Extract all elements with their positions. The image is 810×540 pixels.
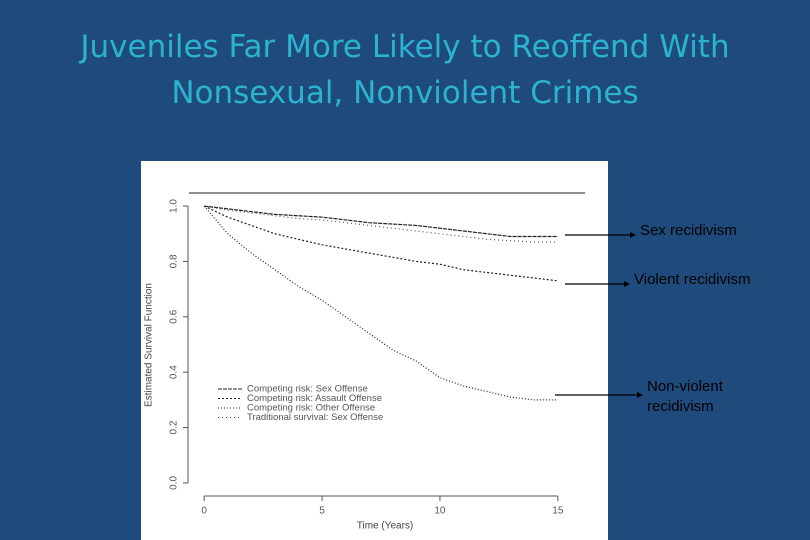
x-axis-label: Time (Years) [357, 521, 414, 532]
x-tick-label: 5 [319, 506, 325, 517]
annotation-text: Non-violent [647, 378, 724, 395]
legend-label: Traditional survival: Sex Offense [247, 412, 383, 423]
y-tick-label: 0.6 [169, 309, 180, 323]
arrow-head [637, 392, 643, 398]
y-tick-label: 0.0 [169, 476, 180, 490]
legend-label: Competing risk: Sex Offense [247, 384, 368, 395]
arrow-head [630, 232, 636, 238]
series-line [204, 205, 558, 243]
y-tick-label: 0.4 [169, 365, 180, 379]
y-axis-label: Estimated Survival Function [144, 283, 155, 407]
y-tick-label: 0.2 [169, 420, 180, 434]
legend-label: Competing risk: Assault Offense [247, 393, 382, 404]
arrow-head [624, 281, 630, 287]
annotation-text: Sex recidivism [640, 222, 737, 239]
x-tick-label: 0 [201, 506, 207, 517]
slide-title: Juveniles Far More Likely to Reoffend Wi… [80, 29, 730, 111]
annotation-text: Violent recidivism [634, 271, 750, 288]
series-line [203, 205, 558, 401]
x-tick-label: 10 [434, 506, 446, 517]
annotation-text: recidivism [647, 398, 714, 415]
series-line [204, 205, 558, 238]
chart-background [141, 161, 608, 540]
legend-label: Competing risk: Other Offense [247, 403, 375, 414]
y-tick-label: 0.8 [169, 254, 180, 268]
y-tick-label: 1.0 [169, 199, 180, 213]
x-tick-label: 15 [552, 506, 564, 517]
series-line [203, 205, 558, 282]
